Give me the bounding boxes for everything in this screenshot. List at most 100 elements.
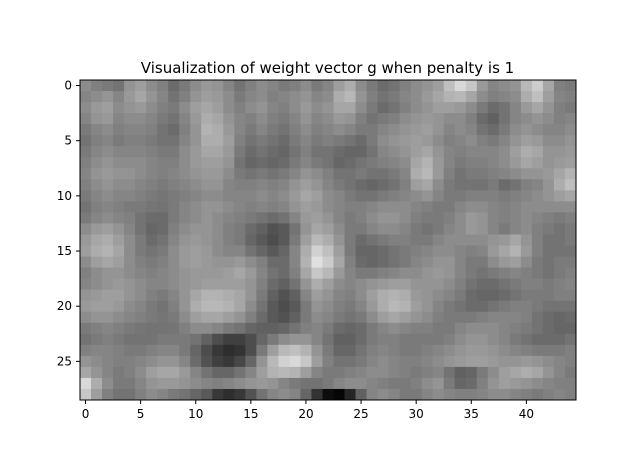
heatmap-cell: [322, 377, 334, 390]
heatmap-cell: [377, 190, 390, 202]
heatmap-cell: [102, 366, 114, 379]
heatmap-cell: [124, 135, 136, 147]
heatmap-cell: [91, 355, 103, 368]
heatmap-cell: [432, 179, 445, 191]
heatmap-cell: [432, 124, 445, 136]
heatmap-cell: [542, 388, 555, 401]
heatmap-cell: [454, 278, 467, 291]
heatmap-cell: [300, 289, 312, 302]
heatmap-cell: [113, 311, 125, 324]
heatmap-cell: [399, 311, 412, 324]
heatmap-cell: [223, 311, 235, 324]
heatmap-cell: [146, 300, 158, 313]
heatmap-cell: [564, 256, 577, 268]
heatmap-cell: [201, 234, 213, 246]
heatmap-cell: [399, 124, 412, 136]
heatmap-cell: [124, 102, 136, 114]
heatmap-cell: [278, 322, 290, 335]
heatmap-cell: [542, 223, 555, 235]
heatmap-cell: [212, 124, 224, 136]
heatmap-cell: [234, 168, 246, 180]
heatmap-cell: [454, 212, 467, 224]
heatmap-cell: [102, 190, 114, 202]
heatmap-cell: [553, 190, 566, 202]
heatmap-cell: [421, 245, 434, 257]
heatmap-cell: [311, 102, 323, 114]
heatmap-cell: [278, 388, 290, 401]
heatmap-cell: [333, 179, 345, 191]
heatmap-cell: [311, 223, 323, 235]
heatmap-cell: [476, 212, 489, 224]
heatmap-cell: [179, 179, 191, 191]
heatmap-cell: [157, 80, 169, 92]
heatmap-cell: [322, 256, 334, 268]
heatmap-cell: [366, 124, 378, 136]
heatmap-cell: [91, 366, 103, 379]
heatmap-cell: [168, 146, 180, 158]
heatmap-cell: [388, 377, 401, 390]
heatmap-cell: [564, 245, 577, 257]
heatmap-cell: [234, 179, 246, 191]
heatmap-cell: [278, 245, 290, 257]
heatmap-cell: [410, 135, 423, 147]
heatmap-cell: [135, 157, 147, 169]
heatmap-cell: [432, 201, 445, 213]
heatmap-cell: [443, 80, 456, 92]
heatmap-cell: [256, 113, 268, 125]
heatmap-cell: [487, 278, 500, 291]
heatmap-cell: [91, 113, 103, 125]
heatmap-cell: [366, 102, 378, 114]
heatmap-cell: [311, 80, 323, 92]
heatmap-cell: [498, 113, 511, 125]
heatmap-cell: [388, 146, 401, 158]
heatmap-cell: [322, 278, 334, 291]
heatmap-cell: [377, 179, 390, 191]
heatmap-cell: [553, 267, 566, 280]
heatmap-cell: [212, 91, 224, 103]
heatmap-cell: [531, 278, 544, 291]
heatmap-cell: [124, 300, 136, 313]
heatmap-cell: [520, 212, 533, 224]
heatmap-cell: [201, 366, 213, 379]
heatmap-cell: [311, 344, 323, 357]
heatmap-cell: [432, 289, 445, 302]
heatmap-cell: [465, 91, 478, 103]
heatmap-cell: [278, 91, 290, 103]
heatmap-cell: [465, 124, 478, 136]
heatmap-cell: [223, 289, 235, 302]
heatmap-cell: [344, 212, 356, 224]
heatmap-cell: [190, 322, 202, 335]
heatmap-cell: [443, 212, 456, 224]
heatmap-cell: [333, 201, 345, 213]
heatmap-cell: [421, 366, 434, 379]
heatmap-cell: [366, 91, 378, 103]
heatmap-cell: [344, 179, 356, 191]
heatmap-cell: [509, 245, 522, 257]
heatmap-cell: [322, 212, 334, 224]
heatmap-cell: [212, 333, 224, 346]
heatmap-cell: [520, 377, 533, 390]
heatmap-cell: [223, 91, 235, 103]
y-axis-ticks: 0 5 10 15 20 25: [57, 79, 80, 368]
heatmap-cell: [289, 245, 301, 257]
heatmap-cell: [542, 135, 555, 147]
heatmap-cell: [300, 366, 312, 379]
heatmap-cell: [465, 355, 478, 368]
heatmap-cell: [168, 311, 180, 324]
heatmap-cell: [157, 388, 169, 401]
heatmap-cell: [234, 355, 246, 368]
heatmap-cell: [542, 102, 555, 114]
heatmap-cell: [377, 366, 390, 379]
heatmap-cell: [520, 113, 533, 125]
heatmap-cell: [443, 135, 456, 147]
heatmap-cell: [256, 168, 268, 180]
heatmap-cell: [300, 80, 312, 92]
heatmap-cell: [509, 190, 522, 202]
heatmap-cell: [300, 267, 312, 280]
heatmap-cell: [542, 333, 555, 346]
heatmap-cell: [476, 311, 489, 324]
heatmap-cell: [124, 289, 136, 302]
heatmap-cell: [498, 135, 511, 147]
heatmap-cell: [476, 80, 489, 92]
heatmap-cell: [102, 245, 114, 257]
